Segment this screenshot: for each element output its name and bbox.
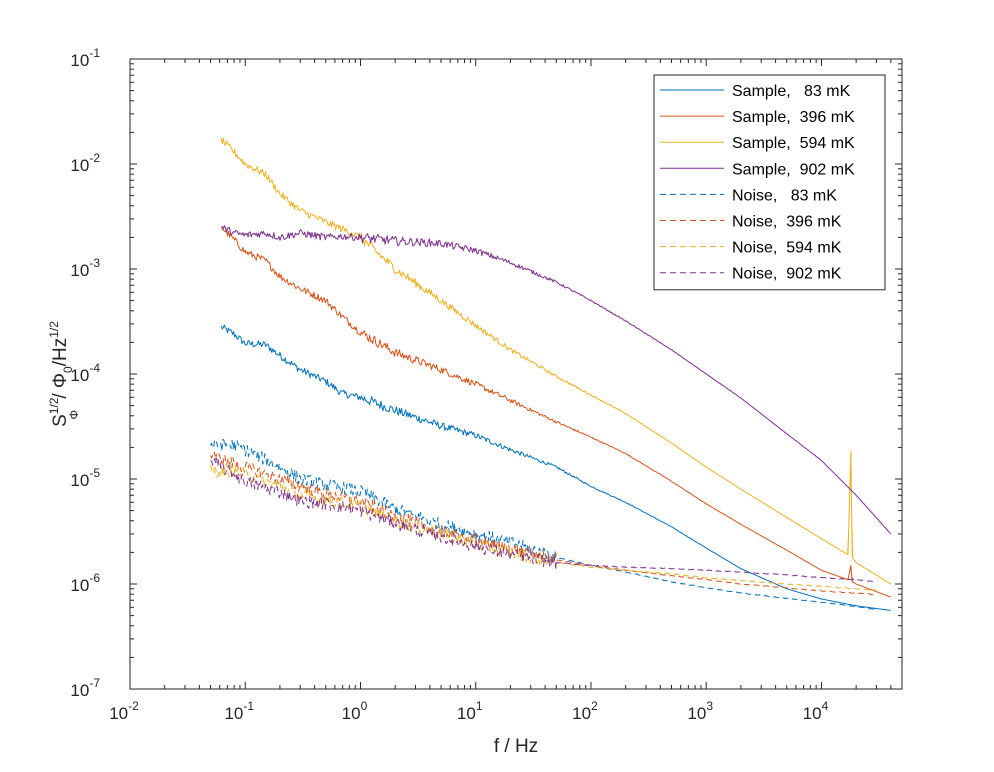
legend: Sample, 83 mK Sample, 396 mK Sample, 594 m… bbox=[653, 74, 886, 291]
legend-label: Sample, 902 mK bbox=[732, 161, 855, 178]
ticks-layer: 10-2 10-1 100 101 102 103 104 10-7 10-6 10-5 10-4 1… bbox=[70, 46, 902, 723]
legend-label: Noise, 902 mK bbox=[732, 266, 842, 283]
series-line-1 bbox=[220, 324, 891, 611]
y-tick-label: 10-3 bbox=[70, 256, 100, 280]
x-tick-label: 10-2 bbox=[109, 699, 139, 723]
legend-label: Noise, 594 mK bbox=[732, 240, 842, 257]
y-tick-label: 10-5 bbox=[70, 466, 100, 490]
series-line-4 bbox=[220, 225, 892, 535]
legend-label: Sample, 594 mK bbox=[732, 135, 855, 152]
x-tick-label: 104 bbox=[803, 699, 829, 723]
legend-label: Noise, 396 mK bbox=[732, 214, 842, 231]
y-tick-label: 10-6 bbox=[70, 571, 100, 595]
x-tick-label: 100 bbox=[342, 699, 368, 723]
series-line-6 bbox=[210, 451, 877, 596]
series-line-8 bbox=[210, 458, 877, 583]
series-layer bbox=[210, 137, 892, 611]
legend-box bbox=[653, 74, 886, 291]
series-line-2 bbox=[220, 228, 891, 598]
x-tick-label: 102 bbox=[572, 699, 598, 723]
y-tick-label: 10-2 bbox=[70, 151, 100, 175]
x-tick-label: 101 bbox=[457, 699, 483, 723]
y-tick-label: 10-4 bbox=[70, 361, 100, 385]
series-line-5 bbox=[210, 438, 877, 611]
y-tick-label: 10-1 bbox=[70, 46, 100, 70]
x-tick-label: 10-1 bbox=[224, 699, 254, 723]
series-line-3 bbox=[220, 137, 892, 585]
y-tick-label: 10-7 bbox=[70, 676, 100, 700]
x-axis-label: f / Hz bbox=[494, 736, 538, 757]
y-axis-label: S1/2Φ / Φ0/Hz1/2 bbox=[47, 321, 81, 427]
x-tick-label: 103 bbox=[687, 699, 713, 723]
legend-label: Noise, 83 mK bbox=[732, 187, 837, 204]
legend-label: Sample, 396 mK bbox=[732, 109, 855, 126]
legend-label: Sample, 83 mK bbox=[732, 83, 851, 100]
